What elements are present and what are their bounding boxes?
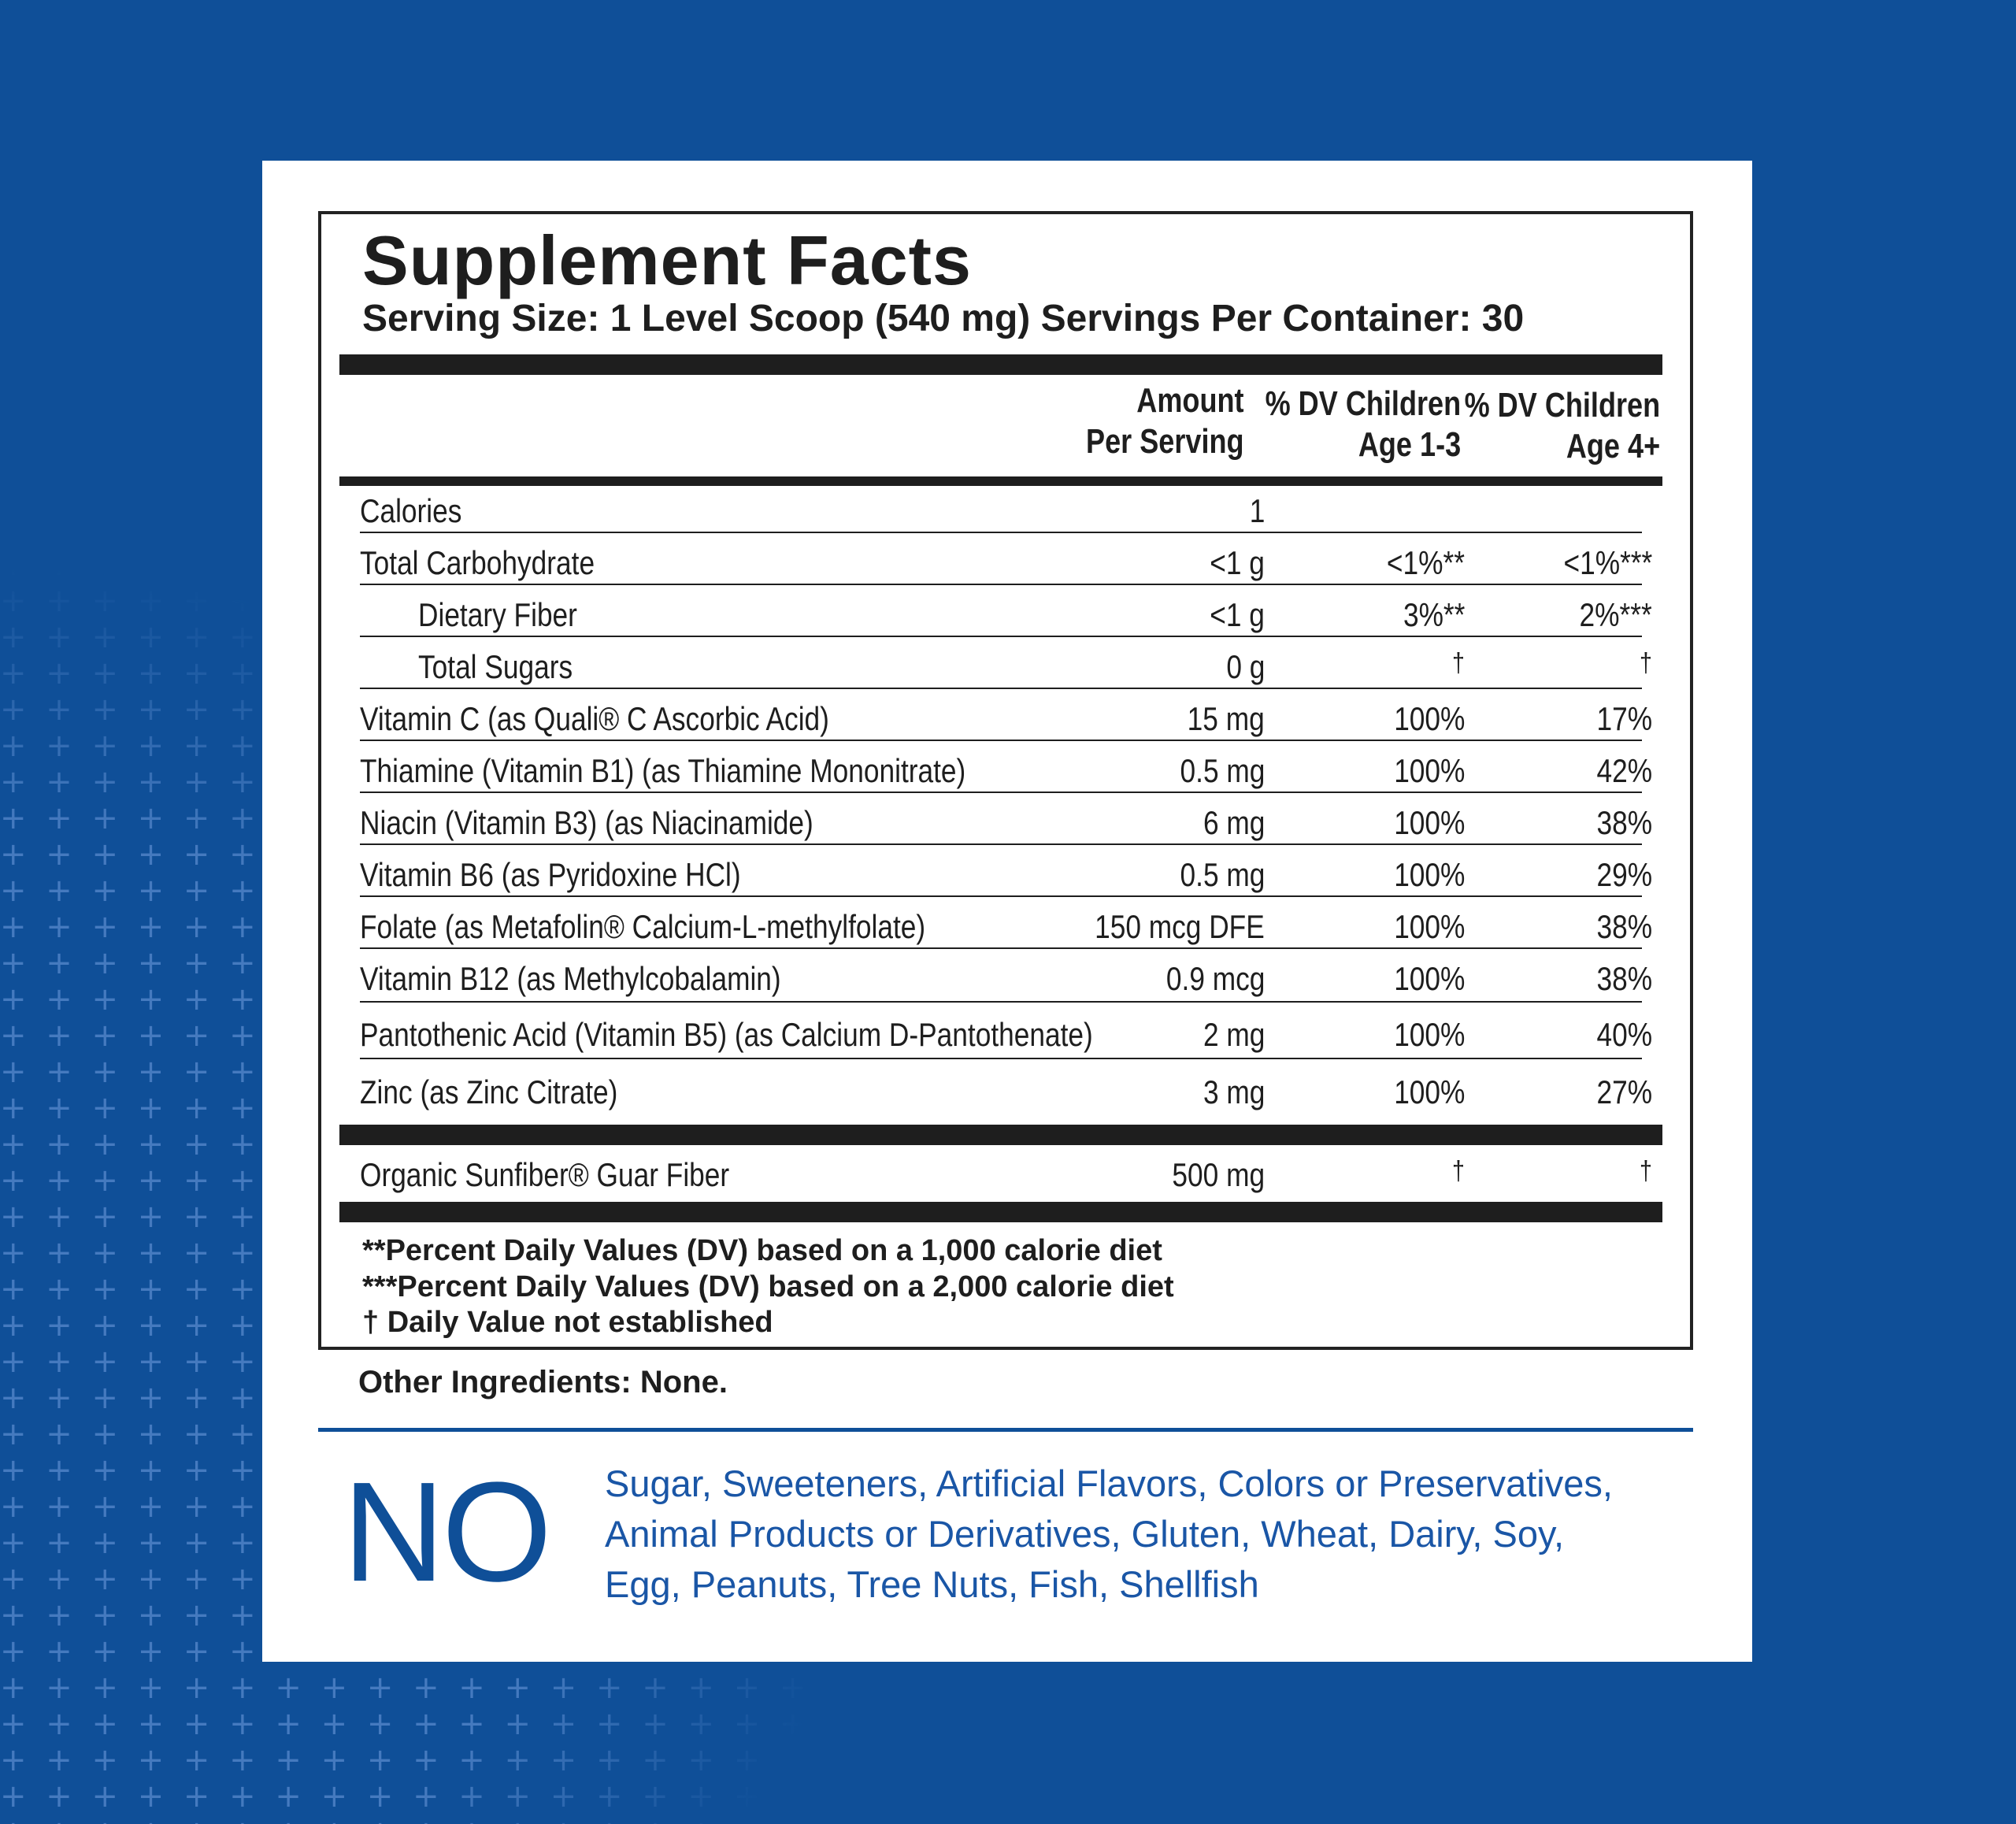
other-row-amount: 500 mg (1172, 1156, 1265, 1193)
nutrient-name: Total Carbohydrate (360, 544, 595, 581)
header-dv1-line1: % DV Children (1265, 384, 1461, 423)
row-divider (360, 1001, 1642, 1003)
nutrient-amount: 150 mcg DFE (1095, 908, 1265, 945)
header-divider (339, 476, 1662, 486)
nutrient-dv-age-4: † (1640, 648, 1652, 678)
row-divider (360, 843, 1642, 845)
nutrient-name: Total Sugars (418, 648, 573, 685)
nutrient-amount: 2 mg (1203, 1016, 1265, 1053)
nutrient-dv-age-4: 38% (1596, 960, 1652, 997)
nutrient-dv-age-1-3: 100% (1393, 700, 1465, 737)
nutrient-amount: 0.5 mg (1180, 752, 1265, 789)
nutrient-amount: 1 (1249, 492, 1265, 529)
nutrient-name: Vitamin B6 (as Pyridoxine HCl) (360, 856, 741, 893)
nutrient-name: Zinc (as Zinc Citrate) (360, 1073, 618, 1110)
nutrient-dv-age-1-3: 100% (1393, 804, 1465, 841)
free-from-line-3: Egg, Peanuts, Tree Nuts, Fish, Shellfish (605, 1563, 1259, 1605)
footnote-1000: **Percent Daily Values (DV) based on a 1… (362, 1234, 1162, 1267)
free-from-line-1: Sugar, Sweeteners, Artificial Flavors, C… (605, 1463, 1613, 1504)
nutrient-dv-age-1-3: 100% (1393, 752, 1465, 789)
row-divider (360, 947, 1642, 949)
nutrient-amount: 0 g (1225, 648, 1265, 685)
nutrient-name: Folate (as Metafolin® Calcium-L-methylfo… (360, 908, 926, 945)
nutrient-dv-age-1-3: 100% (1393, 1016, 1465, 1053)
nutrient-dv-age-4: 2%*** (1579, 596, 1652, 633)
nutrient-name: Pantothenic Acid (Vitamin B5) (as Calciu… (360, 1016, 1093, 1053)
free-from-heading: NO (343, 1453, 552, 1611)
nutrient-dv-age-1-3: 100% (1393, 960, 1465, 997)
row-divider (360, 532, 1642, 533)
row-divider (360, 636, 1642, 637)
header-dv1-line2: Age 1-3 (1358, 425, 1461, 464)
section-divider (339, 1125, 1662, 1145)
label-card (262, 161, 1752, 1662)
nutrient-dv-age-1-3: <1%** (1386, 544, 1465, 581)
other-ingredients: Other Ingredients: None. (358, 1365, 728, 1400)
nutrient-amount: 6 mg (1203, 804, 1265, 841)
nutrient-name: Vitamin C (as Quali® C Ascorbic Acid) (360, 700, 829, 737)
nutrient-name: Niacin (Vitamin B3) (as Niacinamide) (360, 804, 813, 841)
nutrient-dv-age-1-3: 100% (1393, 908, 1465, 945)
supplement-facts-panel (318, 211, 1693, 1350)
row-divider (360, 740, 1642, 741)
header-amount-line2: Per Serving (1086, 422, 1244, 461)
nutrient-amount: 3 mg (1203, 1073, 1265, 1110)
nutrient-dv-age-4: <1%*** (1563, 544, 1652, 581)
row-divider (360, 584, 1642, 585)
nutrient-amount: <1 g (1210, 544, 1265, 581)
nutrient-dv-age-4: 42% (1596, 752, 1652, 789)
nutrient-name: Thiamine (Vitamin B1) (as Thiamine Monon… (360, 752, 966, 789)
top-divider (339, 354, 1662, 375)
nutrient-dv-age-4: 38% (1596, 908, 1652, 945)
nutrient-name: Dietary Fiber (418, 596, 577, 633)
facts-title: Supplement Facts (362, 221, 972, 299)
bottom-divider (339, 1202, 1662, 1222)
blue-divider (318, 1428, 1693, 1432)
header-dv-age-4: % DV Children Age 4+ (1464, 385, 1660, 467)
nutrient-amount: 0.5 mg (1180, 856, 1265, 893)
nutrient-dv-age-1-3: 3%** (1403, 596, 1465, 633)
footnote-2000: ***Percent Daily Values (DV) based on a … (362, 1270, 1174, 1303)
nutrient-amount: 0.9 mcg (1166, 960, 1265, 997)
nutrient-dv-age-4: 17% (1596, 700, 1652, 737)
header-dv2-line2: Age 4+ (1566, 427, 1660, 465)
nutrient-dv-age-4: 40% (1596, 1016, 1652, 1053)
row-divider (360, 688, 1642, 689)
row-divider (360, 1058, 1642, 1059)
nutrient-dv-age-4: 29% (1596, 856, 1652, 893)
nutrient-name: Calories (360, 492, 462, 529)
nutrient-amount: 15 mg (1187, 700, 1265, 737)
nutrient-name: Vitamin B12 (as Methylcobalamin) (360, 960, 781, 997)
free-from-line-2: Animal Products or Derivatives, Gluten, … (605, 1513, 1565, 1555)
nutrient-dv-age-1-3: 100% (1393, 856, 1465, 893)
nutrient-dv-age-4: 27% (1596, 1073, 1652, 1110)
header-dv-age-1-3: % DV Children Age 1-3 (1265, 384, 1461, 465)
nutrient-dv-age-1-3: † (1452, 648, 1465, 678)
nutrient-amount: <1 g (1210, 596, 1265, 633)
other-row-dv1: † (1452, 1156, 1465, 1186)
nutrient-dv-age-4: 38% (1596, 804, 1652, 841)
row-divider (360, 895, 1642, 897)
serving-info: Serving Size: 1 Level Scoop (540 mg) Ser… (362, 298, 1525, 339)
header-dv2-line1: % DV Children (1464, 386, 1660, 424)
header-amount: Amount Per Serving (1086, 380, 1244, 462)
other-row-dv2: † (1640, 1156, 1652, 1186)
nutrient-dv-age-1-3: 100% (1393, 1073, 1465, 1110)
free-from-list: Sugar, Sweeteners, Artificial Flavors, C… (605, 1459, 1707, 1610)
footnote-dagger: † Daily Value not established (362, 1306, 773, 1339)
other-row-name: Organic Sunfiber® Guar Fiber (360, 1156, 730, 1193)
header-amount-line1: Amount (1136, 381, 1244, 420)
row-divider (360, 792, 1642, 793)
